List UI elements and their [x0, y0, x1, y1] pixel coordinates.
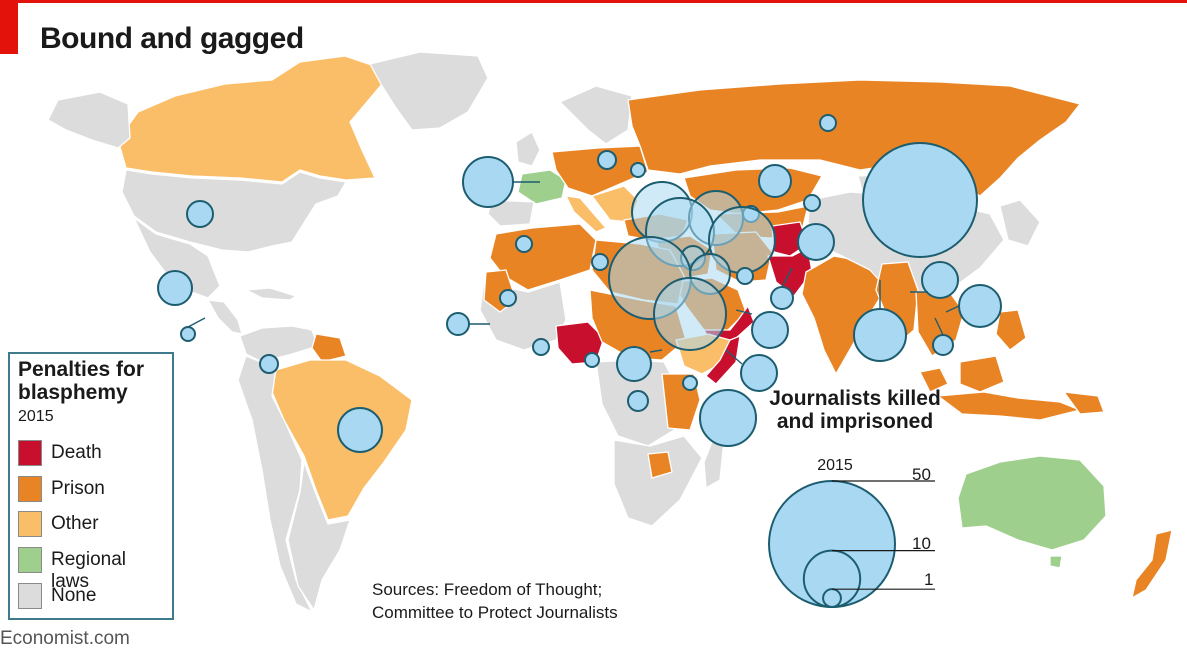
legend-swatch-regional-laws — [18, 547, 42, 573]
bubble-cameroon — [584, 352, 600, 368]
country-philippines — [995, 309, 1027, 351]
scale-bubble-1 — [822, 588, 842, 608]
legend-swatch-none — [18, 583, 42, 609]
bubble-somalia — [740, 354, 778, 392]
bubble-leader-lines — [187, 181, 960, 365]
top-rule — [0, 0, 1187, 3]
country-zimbabwe — [647, 451, 673, 479]
countries-layer — [47, 51, 1173, 613]
bubble-belarus — [597, 150, 617, 170]
country-somalia — [705, 335, 741, 385]
country-new-zealand — [1131, 529, 1173, 599]
sources-note: Sources: Freedom of Thought; Committee t… — [372, 578, 618, 624]
legend-swatch-death — [18, 440, 42, 466]
country-guianas — [311, 333, 347, 363]
bubble-russia — [819, 114, 837, 132]
penalties-legend: Penalties for blasphemy 2015 Death Priso… — [8, 352, 174, 620]
bubble-scale-leaders — [832, 480, 935, 590]
bubble-gambia — [446, 312, 470, 336]
country-indonesia — [937, 391, 1081, 421]
legend-label-none: None — [51, 585, 97, 606]
country-png — [1063, 391, 1105, 415]
bubble-size-scale — [768, 480, 896, 609]
legend-item-death: Death — [18, 440, 168, 468]
country-borneo — [959, 355, 1005, 393]
sources-line-2: Committee to Protect Journalists — [372, 603, 618, 622]
bubble-south-sudan — [682, 375, 698, 391]
country-madagascar — [703, 439, 725, 489]
journalist-bubbles-layer — [157, 114, 1002, 453]
country-iberia — [487, 199, 535, 227]
bubble-france — [462, 156, 514, 208]
bubble-afghanistan — [797, 223, 835, 261]
country-caribbean — [245, 287, 297, 301]
legend-label-other: Other — [51, 513, 99, 534]
legend-title: Penalties for blasphemy — [18, 358, 145, 404]
country-france — [517, 169, 567, 205]
journalists-legend-year: 2015 — [817, 457, 853, 474]
bubble-kazakhstan — [758, 164, 792, 198]
chart-title: Bound and gagged — [40, 22, 304, 55]
legend-year: 2015 — [18, 408, 54, 425]
legend-item-none: None — [18, 583, 168, 611]
bubble-colombia — [259, 354, 279, 374]
bubble-libya — [591, 253, 609, 271]
bubble-sudan — [616, 346, 652, 382]
bubble-china — [862, 142, 978, 258]
country-malaysia — [919, 367, 949, 393]
scale-label-10: 10 — [912, 534, 931, 553]
bubble-india — [853, 308, 907, 362]
country-tasmania — [1049, 555, 1063, 569]
bubble-brazil — [337, 407, 383, 453]
bubble-saudi-arabia — [653, 277, 727, 351]
country-italy — [565, 195, 607, 233]
bubble-vietnam — [958, 284, 1002, 328]
legend-label-death: Death — [51, 442, 102, 463]
bubble-algeria — [515, 235, 533, 253]
country-colombia-venezuela — [239, 325, 319, 363]
country-argentina — [287, 461, 351, 611]
bubble-yemen — [751, 311, 789, 349]
country-canada — [117, 55, 393, 183]
journalists-legend-title: Journalists killed and imprisoned — [769, 387, 941, 433]
country-southern-africa — [613, 435, 703, 527]
bubble-ukraine — [630, 162, 646, 178]
bubble-usa — [186, 200, 214, 228]
bubble-bahrain — [736, 267, 754, 285]
bubble-thailand — [932, 334, 954, 356]
bubble-morocco — [499, 289, 517, 307]
scale-label-50: 50 — [912, 465, 931, 484]
legend-swatch-other — [18, 511, 42, 537]
country-usa — [121, 169, 347, 253]
country-uk — [515, 131, 541, 167]
country-scandinavia — [559, 85, 633, 145]
country-central-europe — [551, 145, 649, 197]
country-alaska — [47, 91, 131, 149]
bubble-drc — [627, 390, 649, 412]
legend-label-prison: Prison — [51, 478, 105, 499]
sources-line-1: Sources: Freedom of Thought; — [372, 580, 603, 599]
country-korea-japan — [999, 199, 1041, 247]
legend-item-prison: Prison — [18, 476, 168, 504]
country-greenland — [369, 51, 489, 131]
footer-brand: Economist.com — [0, 628, 130, 649]
bubble-honduras — [180, 326, 196, 342]
legend-label-regional-laws: Regional laws — [51, 549, 126, 592]
brand-red-tab — [0, 0, 18, 54]
legend-item-regional-laws: Regional laws — [18, 547, 168, 592]
bubble-uzbekistan — [803, 194, 821, 212]
bubble-bangladesh — [921, 261, 959, 299]
country-australia — [957, 455, 1107, 551]
legend-item-other: Other — [18, 511, 168, 539]
bubble-ghana — [532, 338, 550, 356]
legend-swatch-prison — [18, 476, 42, 502]
bubble-pakistan — [770, 286, 794, 310]
country-mexico — [133, 217, 221, 299]
country-central-america — [207, 299, 243, 335]
bubble-mexico — [157, 270, 193, 306]
bubble-ethiopia — [699, 389, 757, 447]
scale-label-1: 1 — [924, 570, 934, 589]
